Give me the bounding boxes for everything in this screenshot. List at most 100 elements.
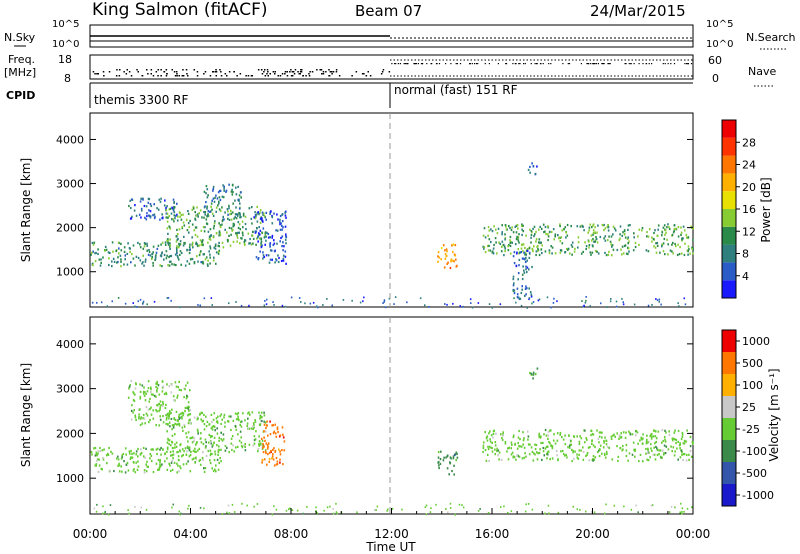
data-cell	[140, 216, 142, 219]
data-cell	[543, 231, 545, 234]
data-cell	[148, 400, 151, 403]
data-cell	[664, 452, 667, 455]
data-cell	[487, 448, 490, 451]
data-cell	[234, 412, 237, 415]
data-cell	[492, 436, 494, 439]
data-cell	[246, 424, 248, 427]
data-cell	[188, 504, 190, 507]
data-cell	[665, 445, 668, 448]
data-cell	[198, 244, 200, 247]
data-cell	[181, 448, 184, 451]
data-cell	[599, 431, 602, 434]
data-cell	[146, 465, 149, 468]
data-cell	[513, 292, 516, 295]
data-cell	[123, 246, 126, 249]
freq-point	[534, 63, 536, 65]
data-cell	[174, 422, 176, 425]
data-cell	[213, 412, 216, 415]
freq-point	[625, 63, 627, 65]
data-cell	[170, 391, 173, 394]
data-cell	[554, 252, 557, 255]
data-cell	[535, 250, 538, 253]
freq-point	[196, 71, 199, 73]
data-cell	[215, 210, 217, 213]
data-cell	[227, 420, 229, 423]
data-cell	[456, 264, 458, 267]
cpid-segment-1: themis 3300 RF	[94, 93, 188, 107]
freq-point	[662, 63, 664, 65]
data-cell	[205, 256, 208, 259]
data-cell	[642, 460, 644, 463]
data-cell	[228, 415, 230, 418]
data-cell	[261, 219, 264, 222]
data-cell	[656, 447, 658, 450]
data-cell	[176, 213, 178, 216]
data-cell	[462, 305, 464, 308]
data-cell	[548, 252, 551, 255]
data-cell	[164, 406, 167, 410]
data-cell	[584, 241, 586, 244]
colorbar-swatch	[722, 137, 736, 156]
data-cell	[439, 462, 442, 465]
data-cell	[588, 459, 591, 462]
data-cell	[683, 229, 686, 232]
data-cell	[291, 509, 294, 511]
data-cell	[188, 226, 191, 229]
data-cell	[164, 243, 167, 246]
data-cell	[94, 454, 97, 457]
data-cell	[147, 380, 150, 383]
data-cell	[394, 296, 397, 298]
data-cell	[169, 464, 171, 467]
data-cell	[179, 449, 181, 452]
data-cell	[179, 306, 181, 309]
data-cell	[515, 301, 517, 304]
data-cell	[209, 256, 211, 259]
freq-point	[155, 71, 158, 73]
data-cell	[232, 419, 235, 422]
data-cell	[207, 210, 210, 213]
freq-point	[279, 75, 282, 77]
data-cell	[219, 198, 222, 202]
data-cell	[532, 371, 535, 374]
freq-point	[365, 75, 368, 77]
data-cell	[159, 418, 162, 421]
data-cell	[504, 224, 507, 227]
data-cell	[196, 213, 199, 216]
data-cell	[156, 382, 158, 386]
data-cell	[624, 436, 627, 439]
x-tick-label: 12:00	[374, 527, 409, 541]
data-cell	[254, 230, 257, 233]
freq-point	[684, 63, 686, 65]
freq-point	[266, 73, 268, 75]
data-cell	[175, 264, 177, 267]
data-cell	[611, 244, 614, 247]
data-cell	[142, 300, 145, 303]
data-cell	[279, 453, 282, 456]
data-cell	[175, 441, 178, 444]
data-cell	[255, 213, 258, 216]
data-cell	[546, 296, 549, 299]
data-cell	[590, 253, 592, 256]
data-cell	[273, 239, 275, 242]
data-cell	[201, 420, 204, 423]
data-cell	[676, 447, 678, 450]
data-cell	[544, 428, 547, 432]
nsearch-tick-low: 10^0	[706, 39, 733, 50]
data-cell	[194, 217, 196, 220]
data-cell	[93, 507, 96, 510]
data-cell	[158, 467, 161, 470]
data-cell	[531, 162, 533, 165]
data-cell	[669, 249, 672, 252]
data-cell	[143, 471, 146, 474]
data-cell	[184, 406, 187, 409]
colorbar-tick-label: -25	[742, 423, 760, 436]
data-cell	[116, 261, 118, 264]
data-cell	[100, 258, 102, 261]
data-cell	[148, 209, 150, 212]
data-cell	[541, 252, 543, 255]
data-cell	[172, 395, 175, 398]
data-cell	[228, 226, 231, 229]
freq-point	[291, 75, 294, 77]
data-cell	[528, 268, 530, 271]
data-cell	[176, 451, 178, 454]
